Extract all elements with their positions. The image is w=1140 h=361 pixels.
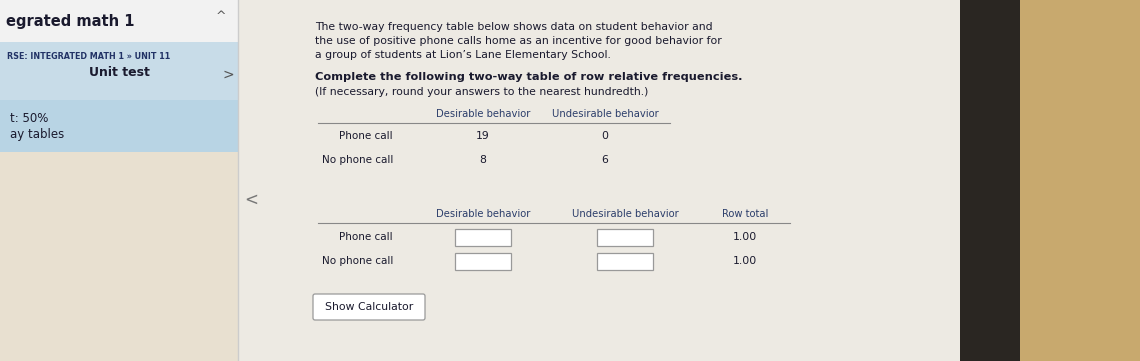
Text: >: > bbox=[222, 68, 234, 82]
Text: 19: 19 bbox=[477, 131, 490, 141]
Text: Row total: Row total bbox=[722, 209, 768, 219]
Text: 8: 8 bbox=[480, 155, 487, 165]
Text: Desirable behavior: Desirable behavior bbox=[435, 209, 530, 219]
FancyBboxPatch shape bbox=[314, 294, 425, 320]
Bar bbox=[0, 100, 238, 152]
Bar bbox=[0, 0, 238, 42]
Text: ^: ^ bbox=[215, 10, 227, 23]
Bar bbox=[1020, 0, 1140, 361]
Bar bbox=[0, 42, 238, 100]
Text: 6: 6 bbox=[602, 155, 609, 165]
Text: Undesirable behavior: Undesirable behavior bbox=[552, 109, 659, 119]
Bar bbox=[597, 229, 653, 246]
Bar bbox=[238, 0, 960, 361]
Text: 0: 0 bbox=[602, 131, 609, 141]
Text: Complete the following two-way table of row relative frequencies.: Complete the following two-way table of … bbox=[315, 72, 742, 82]
Bar bbox=[0, 152, 238, 361]
Text: the use of positive phone calls home as an incentive for good behavior for: the use of positive phone calls home as … bbox=[315, 36, 722, 46]
Bar bbox=[960, 0, 1020, 361]
Text: 1.00: 1.00 bbox=[733, 232, 757, 242]
Text: (If necessary, round your answers to the nearest hundredth.): (If necessary, round your answers to the… bbox=[315, 87, 649, 97]
Text: <: < bbox=[244, 191, 258, 209]
Text: ay tables: ay tables bbox=[10, 128, 64, 141]
Text: The two-way frequency table below shows data on student behavior and: The two-way frequency table below shows … bbox=[315, 22, 712, 32]
Text: No phone call: No phone call bbox=[321, 155, 393, 165]
Bar bbox=[597, 253, 653, 270]
Text: No phone call: No phone call bbox=[321, 256, 393, 266]
Bar bbox=[455, 253, 511, 270]
Text: t: 50%: t: 50% bbox=[10, 112, 48, 125]
Text: egrated math 1: egrated math 1 bbox=[6, 14, 135, 29]
Text: Desirable behavior: Desirable behavior bbox=[435, 109, 530, 119]
Text: Phone call: Phone call bbox=[340, 232, 393, 242]
Text: RSE: INTEGRATED MATH 1 » UNIT 11: RSE: INTEGRATED MATH 1 » UNIT 11 bbox=[7, 52, 170, 61]
Text: 1.00: 1.00 bbox=[733, 256, 757, 266]
Text: Undesirable behavior: Undesirable behavior bbox=[571, 209, 678, 219]
Text: Phone call: Phone call bbox=[340, 131, 393, 141]
Bar bbox=[455, 229, 511, 246]
Text: Unit test: Unit test bbox=[89, 66, 149, 79]
Text: Show Calculator: Show Calculator bbox=[325, 302, 413, 312]
Text: a group of students at Lion’s Lane Elementary School.: a group of students at Lion’s Lane Eleme… bbox=[315, 50, 611, 60]
